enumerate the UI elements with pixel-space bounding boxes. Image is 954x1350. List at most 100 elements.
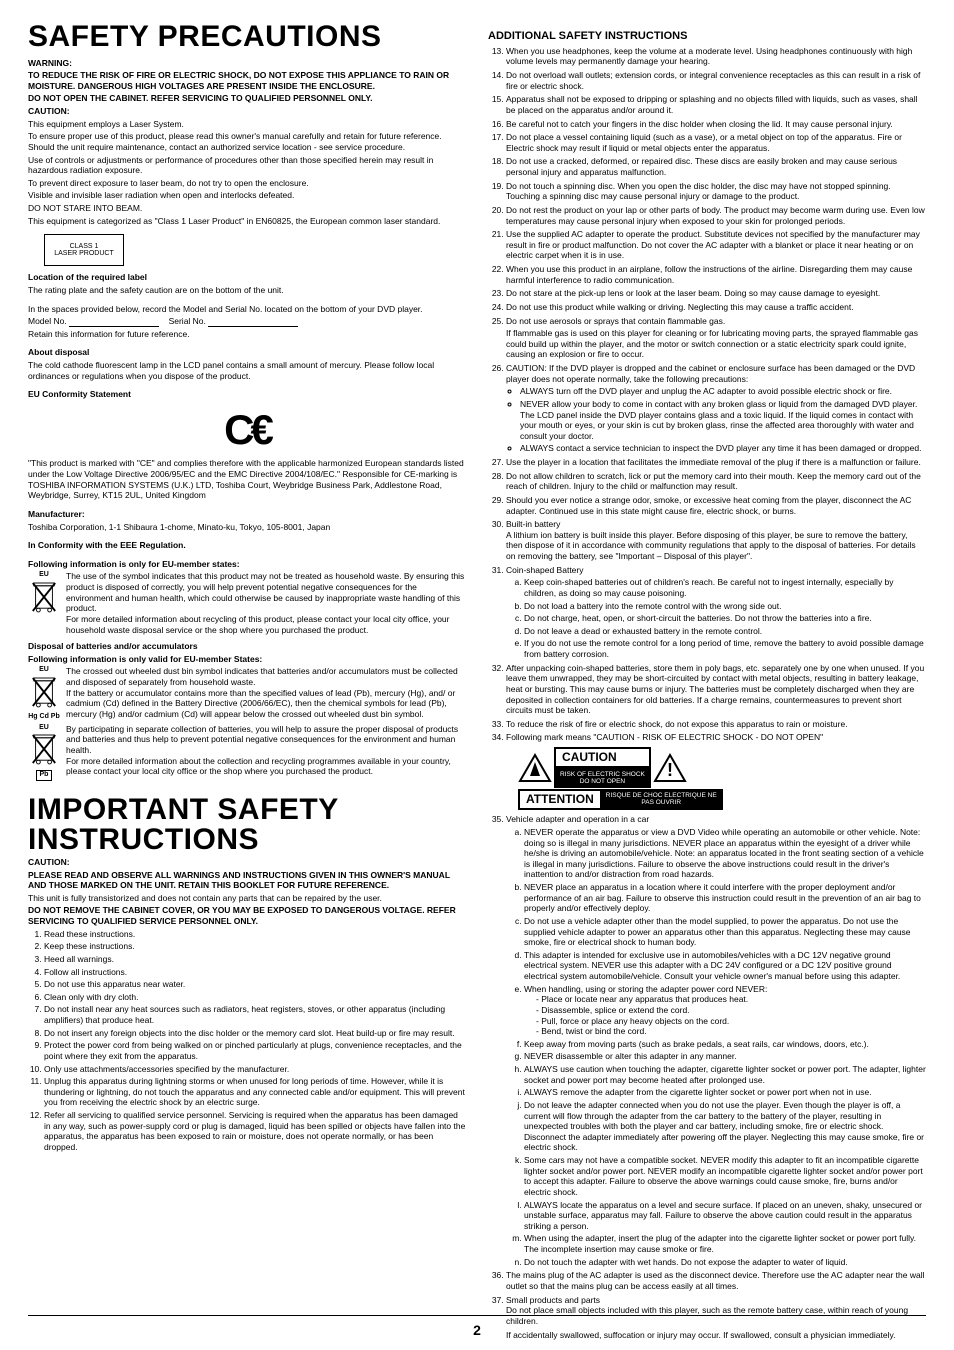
isi-item: Follow all instructions. [44, 967, 466, 978]
isi-item: Do not install near any heat sources suc… [44, 1004, 466, 1025]
isi-item: Only use attachments/accessories specifi… [44, 1064, 466, 1075]
item35-m-extra: The incomplete insertion may cause smoke… [524, 1244, 926, 1255]
additional-safety-title: ADDITIONAL SAFETY INSTRUCTIONS [488, 30, 926, 44]
item35-title: Vehicle adapter and operation in a car [506, 814, 649, 824]
battery-row-2: EU Pb By participating in separate colle… [28, 724, 466, 781]
caution-box: CAUTION [554, 747, 651, 768]
battery-body-2: By participating in separate collection … [66, 724, 466, 781]
alpha-item: Keep coin-shaped batteries out of childr… [524, 577, 926, 598]
battery-disposal-title: Disposal of batteries and/or accumulator… [28, 641, 466, 652]
isi-item: Protect the power cord from being walked… [44, 1040, 466, 1061]
add-item-25: Do not use aerosols or sprays that conta… [506, 316, 926, 361]
title-important-safety: IMPORTANT SAFETY INSTRUCTIONS [28, 795, 466, 855]
add-item: Do not rest the product on your lap or o… [506, 205, 926, 226]
add-item-35: Vehicle adapter and operation in a car N… [506, 814, 926, 1267]
svg-text:!: ! [667, 760, 673, 780]
caution-line: DO NOT STARE INTO BEAM. [28, 203, 466, 214]
add-item: Be careful not to catch your fingers in … [506, 119, 926, 130]
bullet: NEVER allow your body to come in contact… [520, 399, 926, 442]
hg-cd-pb-label: Hg Cd Pb [28, 713, 60, 722]
about-disposal-title: About disposal [28, 347, 466, 358]
model-field [69, 317, 159, 327]
add-item: Do not use this product while walking or… [506, 302, 926, 313]
battery-disposal-sub: Following information is only valid for … [28, 654, 466, 665]
alpha-item: ALWAYS locate the apparatus on a level a… [524, 1200, 926, 1232]
item35-m-text: When using the adapter, insert the plug … [524, 1233, 916, 1243]
isi-item: Unplug this apparatus during lightning s… [44, 1076, 466, 1108]
additional-list: When you use headphones, keep the volume… [488, 46, 926, 1341]
item31-list: Keep coin-shaped batteries out of childr… [506, 577, 926, 659]
caution-line: To prevent direct exposure to laser beam… [28, 178, 466, 189]
add-item: Do not stare at the pick-up lens or look… [506, 288, 926, 299]
eee-regulation: In Conformity with the EEE Regulation. [28, 540, 466, 551]
isi-body-3: DO NOT REMOVE THE CABINET COVER, OR YOU … [28, 905, 466, 926]
ce-mark-icon: C€ [28, 404, 466, 457]
isi-caution-body: PLEASE READ AND OBSERVE ALL WARNINGS AND… [28, 870, 466, 891]
manufacturer-title: Manufacturer: [28, 509, 466, 520]
warning-body: TO REDUCE THE RISK OF FIRE OR ELECTRIC S… [28, 70, 466, 91]
isi-caution-label: CAUTION: [28, 857, 466, 868]
alpha-item: Do not touch the adapter with wet hands.… [524, 1257, 926, 1268]
alpha-item: NEVER disassemble or alter this adapter … [524, 1051, 926, 1062]
left-column: SAFETY PRECAUTIONS WARNING: TO REDUCE TH… [28, 18, 466, 1344]
add-item-34: Following mark means "CAUTION - RISK OF … [506, 732, 926, 810]
about-disposal-body: The cold cathode fluorescent lamp in the… [28, 360, 466, 381]
serial-field [208, 317, 298, 327]
isi-item: Read these instructions. [44, 929, 466, 940]
add-item-25-extra: If flammable gas is used on this player … [506, 328, 926, 360]
bullet: ALWAYS contact a service technician to i… [520, 443, 926, 454]
alpha-item: ALWAYS use caution when touching the ada… [524, 1064, 926, 1085]
laser-class-label: CLASS 1 LASER PRODUCT [44, 234, 124, 266]
add-item: When you use headphones, keep the volume… [506, 46, 926, 67]
right-column: ADDITIONAL SAFETY INSTRUCTIONS When you … [488, 18, 926, 1344]
item35-list: NEVER operate the apparatus or view a DV… [506, 827, 926, 1267]
isi-item: Do not use this apparatus near water. [44, 979, 466, 990]
isi-item: Refer all servicing to qualified service… [44, 1110, 466, 1153]
add-item: Apparatus shall not be exposed to drippi… [506, 94, 926, 115]
battery-body-1: The crossed out wheeled dust bin symbol … [66, 666, 466, 721]
caution-label: CAUTION: [28, 106, 466, 117]
laser-line-2: LASER PRODUCT [54, 250, 114, 258]
e-sub: - Disassemble, splice or extend the cord… [524, 1005, 926, 1016]
alpha-item: Do not leave the adapter connected when … [524, 1100, 926, 1153]
alpha-item: Do not use a vehicle adapter other than … [524, 916, 926, 948]
item31-title: Coin-shaped Battery [506, 565, 584, 575]
retain-info: Retain this information for future refer… [28, 329, 466, 340]
location-title: Location of the required label [28, 272, 466, 283]
warning-triangle-icon [518, 753, 552, 783]
eu-label: EU [28, 666, 60, 675]
alpha-item-e: When handling, using or storing the adap… [524, 984, 926, 1037]
caution-line: This equipment is categorized as "Class … [28, 216, 466, 227]
attention-risque-box: RISQUE DE CHOC ELECTRIQUE NE PAS OUVRIR [602, 789, 723, 810]
item37-title: Small products and parts [506, 1295, 600, 1305]
add-item: To reduce the risk of fire or electric s… [506, 719, 926, 730]
alpha-item: ALWAYS remove the adapter from the cigar… [524, 1087, 926, 1098]
item34-text: Following mark means "CAUTION - RISK OF … [506, 732, 823, 742]
isi-body-2: This unit is fully transistorized and do… [28, 893, 466, 904]
caution-risk-box: RISK OF ELECTRIC SHOCK DO NOT OPEN [554, 768, 651, 788]
alpha-item: Do not load a battery into the remote co… [524, 601, 926, 612]
location-body: The rating plate and the safety caution … [28, 285, 466, 296]
add-item: Do not place a vessel containing liquid … [506, 132, 926, 153]
eu-label: EU [28, 571, 60, 580]
e-sub: - Place or locate near any apparatus tha… [524, 994, 926, 1005]
add-item-25-text: Do not use aerosols or sprays that conta… [506, 316, 725, 326]
caution-line: To ensure proper use of this product, pl… [28, 131, 466, 152]
record-body: In the spaces provided below, record the… [28, 304, 466, 315]
item30-body: A lithium ion battery is built inside th… [506, 530, 926, 562]
ce-body: "This product is marked with "CE" and co… [28, 458, 466, 501]
alpha-item: Do not charge, heat, open, or short-circ… [524, 613, 926, 624]
attention-box: ATTENTION [518, 789, 602, 810]
add-item: Do not allow children to scratch, lick o… [506, 471, 926, 492]
wheeled-bin-icon: EU Hg Cd Pb [28, 666, 60, 721]
eu-disposal-row: EU The use of the symbol indicates that … [28, 571, 466, 635]
serial-label: Serial No. [169, 316, 206, 326]
alpha-item: NEVER operate the apparatus or view a DV… [524, 827, 926, 880]
e-sub: - Bend, twist or bind the cord. [524, 1026, 926, 1037]
warning-label: WARNING: [28, 58, 466, 69]
add-item: Do not use a cracked, deformed, or repai… [506, 156, 926, 177]
add-item: Should you ever notice a strange odor, s… [506, 495, 926, 516]
battery-row-1: EU Hg Cd Pb The crossed out wheeled dust… [28, 666, 466, 721]
eu-conformity-title: EU Conformity Statement [28, 389, 466, 400]
item26-bullets: ALWAYS turn off the DVD player and unplu… [506, 386, 926, 454]
